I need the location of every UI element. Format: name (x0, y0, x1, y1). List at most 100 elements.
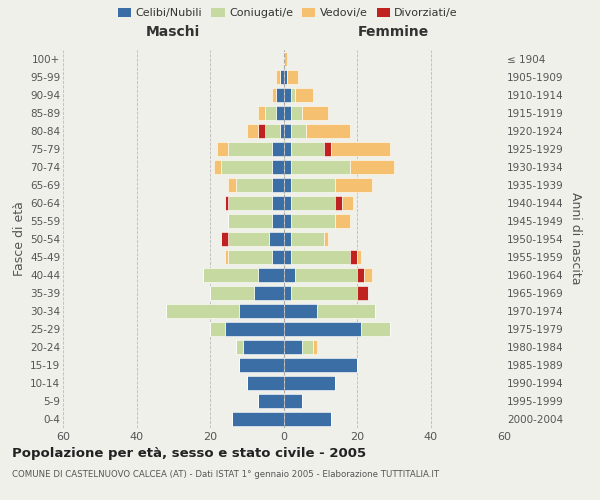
Bar (350, 160, 394, 174)
Bar (284, 394, 302, 407)
Bar (221, 160, 272, 174)
Bar (313, 340, 317, 353)
Bar (291, 106, 302, 120)
Bar (229, 178, 236, 192)
Bar (357, 250, 361, 264)
Text: Popolazione per età, sesso e stato civile - 2005: Popolazione per età, sesso e stato civil… (12, 448, 366, 460)
Bar (272, 214, 284, 228)
Bar (291, 196, 335, 210)
Bar (210, 286, 254, 300)
Bar (284, 412, 331, 426)
Bar (272, 196, 284, 210)
Bar (284, 70, 287, 84)
Bar (284, 268, 295, 281)
Bar (214, 160, 221, 174)
Bar (284, 340, 302, 353)
Bar (272, 250, 284, 264)
Bar (291, 214, 335, 228)
Bar (229, 214, 272, 228)
Bar (291, 178, 335, 192)
Bar (229, 232, 269, 246)
Bar (357, 268, 364, 281)
Bar (221, 232, 229, 246)
Bar (364, 268, 372, 281)
Bar (284, 376, 335, 390)
Bar (210, 322, 225, 336)
Bar (284, 286, 291, 300)
Y-axis label: Anni di nascita: Anni di nascita (569, 192, 582, 285)
Bar (284, 250, 291, 264)
Bar (284, 196, 291, 210)
Text: COMUNE DI CASTELNUOVO CALCEA (AT) - Dati ISTAT 1° gennaio 2005 - Elaborazione TU: COMUNE DI CASTELNUOVO CALCEA (AT) - Dati… (12, 470, 439, 479)
Bar (254, 286, 284, 300)
Bar (269, 232, 284, 246)
Bar (229, 196, 272, 210)
Bar (243, 340, 284, 353)
Text: Maschi: Maschi (146, 25, 200, 39)
Bar (331, 142, 390, 156)
Bar (357, 286, 368, 300)
Bar (272, 88, 276, 102)
Bar (361, 322, 390, 336)
Bar (335, 196, 343, 210)
Bar (284, 322, 361, 336)
Bar (258, 106, 265, 120)
Bar (258, 394, 284, 407)
Bar (284, 142, 291, 156)
Bar (225, 250, 229, 264)
Bar (276, 88, 284, 102)
Bar (335, 178, 372, 192)
Bar (239, 304, 284, 318)
Bar (276, 70, 280, 84)
Bar (265, 124, 280, 138)
Bar (284, 124, 291, 138)
Bar (258, 268, 284, 281)
Bar (225, 322, 284, 336)
Bar (239, 358, 284, 372)
Bar (324, 142, 331, 156)
Bar (284, 232, 291, 246)
Bar (236, 340, 243, 353)
Bar (291, 124, 305, 138)
Bar (343, 196, 353, 210)
Bar (272, 160, 284, 174)
Bar (247, 124, 258, 138)
Bar (284, 52, 287, 66)
Bar (284, 358, 357, 372)
Bar (295, 268, 357, 281)
Bar (203, 268, 258, 281)
Bar (291, 142, 324, 156)
Bar (276, 106, 284, 120)
Bar (287, 70, 298, 84)
Bar (291, 250, 350, 264)
Bar (284, 214, 291, 228)
Bar (229, 142, 272, 156)
Bar (324, 232, 328, 246)
Bar (236, 178, 272, 192)
Bar (284, 304, 317, 318)
Bar (284, 160, 291, 174)
Bar (166, 304, 239, 318)
Bar (272, 142, 284, 156)
Bar (295, 88, 313, 102)
Bar (284, 106, 291, 120)
Bar (350, 250, 357, 264)
Bar (291, 286, 357, 300)
Bar (280, 70, 284, 84)
Bar (258, 124, 265, 138)
Text: Femmine: Femmine (358, 25, 430, 39)
Bar (280, 124, 284, 138)
Bar (232, 412, 284, 426)
Bar (302, 340, 313, 353)
Bar (229, 250, 272, 264)
Bar (272, 178, 284, 192)
Bar (265, 106, 276, 120)
Bar (284, 88, 291, 102)
Bar (291, 88, 295, 102)
Bar (217, 142, 229, 156)
Bar (302, 106, 328, 120)
Bar (225, 196, 229, 210)
Bar (317, 304, 376, 318)
Bar (305, 124, 350, 138)
Bar (284, 178, 291, 192)
